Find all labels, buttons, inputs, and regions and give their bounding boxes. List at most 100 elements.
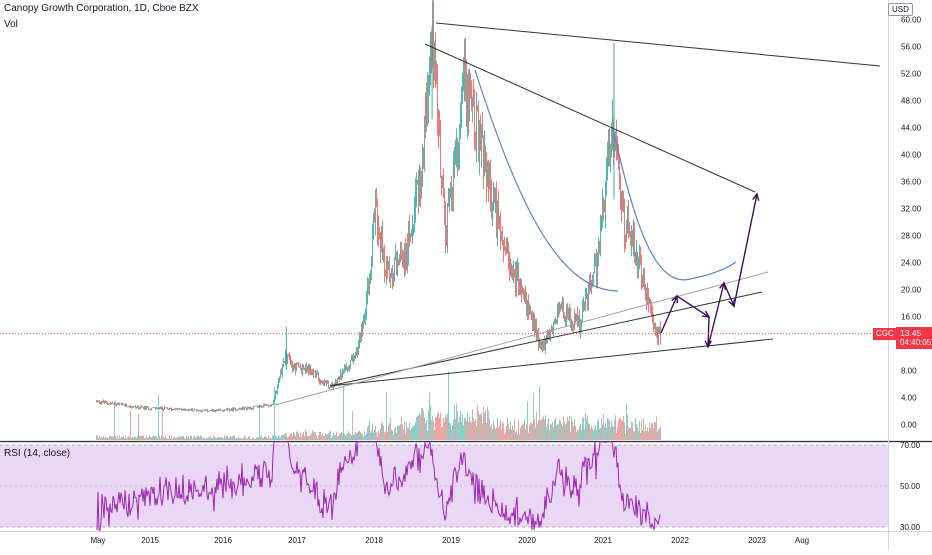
volume-bar: [271, 438, 272, 440]
volume-bar: [280, 437, 281, 440]
volume-bar: [254, 438, 255, 440]
volume-bar: [261, 435, 262, 440]
volume-bar: [548, 417, 549, 440]
volume-bar: [473, 417, 474, 440]
volume-bar: [536, 411, 537, 440]
volume-bar: [161, 435, 162, 440]
volume-bar: [163, 437, 164, 440]
volume-bar: [545, 415, 546, 440]
rsi-tick-label: 30.00: [900, 523, 921, 532]
volume-bar: [234, 435, 235, 440]
volume-bar: [498, 426, 499, 440]
volume-bar: [593, 430, 594, 440]
volume-bar: [422, 408, 423, 440]
volume-bar: [230, 436, 231, 440]
volume-bar: [275, 435, 276, 440]
legend-title: Canopy Growth Corporation, 1D, Cboe BZX: [4, 3, 199, 14]
volume-bar: [529, 425, 530, 440]
volume-bar: [460, 410, 461, 440]
volume-bar: [598, 419, 599, 440]
time-axis: May 2015 2016 2017 2018 2019 2020 2021 2022 2023 A…: [90, 536, 809, 545]
trendline-middle: [329, 291, 763, 387]
volume-bar: [480, 414, 481, 440]
volume-bar: [542, 417, 543, 440]
time-tick-label: 2019: [442, 536, 460, 545]
volume-bar: [456, 403, 457, 440]
volume-bar: [446, 416, 447, 440]
volume-bar: [477, 405, 478, 440]
volume-bar: [172, 438, 173, 440]
volume-bar: [604, 426, 605, 440]
volume-bar: [653, 428, 654, 440]
volume-bar: [377, 437, 378, 440]
volume-bar: [449, 422, 450, 440]
volume-bar: [178, 436, 179, 440]
volume-bar: [622, 421, 623, 440]
volume-bar: [353, 434, 354, 440]
volume-bar: [544, 419, 545, 440]
volume-bar: [342, 432, 343, 440]
volume-bar: [96, 435, 97, 440]
volume-bar: [252, 437, 253, 440]
volume-bar: [325, 433, 326, 440]
volume-label: Vol: [4, 19, 18, 30]
volume-bar: [478, 410, 479, 440]
volume-bar: [472, 409, 473, 440]
volume-bar: [102, 437, 103, 440]
volume-bar: [424, 417, 425, 440]
volume-bar: [224, 435, 225, 440]
volume-bar: [125, 435, 126, 440]
volume-bar: [360, 432, 361, 440]
volume-bar: [263, 438, 264, 440]
volume-bar: [508, 423, 509, 440]
volume-bar: [496, 427, 497, 440]
volume-bar: [229, 437, 230, 440]
volume-bar: [635, 418, 636, 440]
currency-badge[interactable]: USD: [888, 3, 913, 16]
arrow-head: [718, 281, 727, 290]
volume-bar: [596, 430, 597, 440]
volume-bar: [110, 436, 111, 440]
volume-bar: [284, 433, 285, 440]
volume-bar: [483, 406, 484, 440]
volume-bar: [133, 437, 134, 440]
volume-bar: [502, 421, 503, 440]
volume-bar: [351, 435, 352, 440]
volume-bar: [204, 437, 205, 440]
volume-bar: [363, 437, 364, 440]
volume-bar: [146, 436, 147, 440]
volume-bar: [396, 433, 397, 440]
volume-bar: [383, 425, 384, 440]
volume-bar: [518, 420, 519, 440]
volume-bar: [345, 435, 346, 440]
volume-bar: [184, 437, 185, 440]
volume-bar: [233, 436, 234, 440]
volume-bar: [657, 431, 658, 440]
volume-bar: [419, 413, 420, 440]
volume-bar: [441, 427, 442, 440]
volume-bar: [388, 424, 389, 440]
volume-bar: [114, 401, 115, 440]
volume-bar: [228, 438, 229, 440]
volume-bar: [597, 420, 598, 440]
volume-bar: [267, 438, 268, 440]
projection-path: [660, 193, 758, 348]
volume-bar: [605, 422, 606, 440]
volume-bar: [414, 425, 415, 440]
volume-bar: [144, 438, 145, 440]
volume-bar: [382, 421, 383, 440]
volume-bar: [164, 437, 165, 440]
volume-bar: [111, 436, 112, 440]
volume-bar: [265, 436, 266, 440]
volume-bar: [118, 438, 119, 440]
volume-bar: [568, 420, 569, 440]
volume-bar: [411, 428, 412, 440]
time-tick-label: 2020: [518, 536, 536, 545]
volume-bar: [337, 436, 338, 440]
volume-bar: [645, 424, 646, 440]
bar-countdown: 04:40:05: [896, 338, 932, 349]
volume-bar: [560, 420, 561, 440]
volume-bar: [368, 424, 369, 440]
